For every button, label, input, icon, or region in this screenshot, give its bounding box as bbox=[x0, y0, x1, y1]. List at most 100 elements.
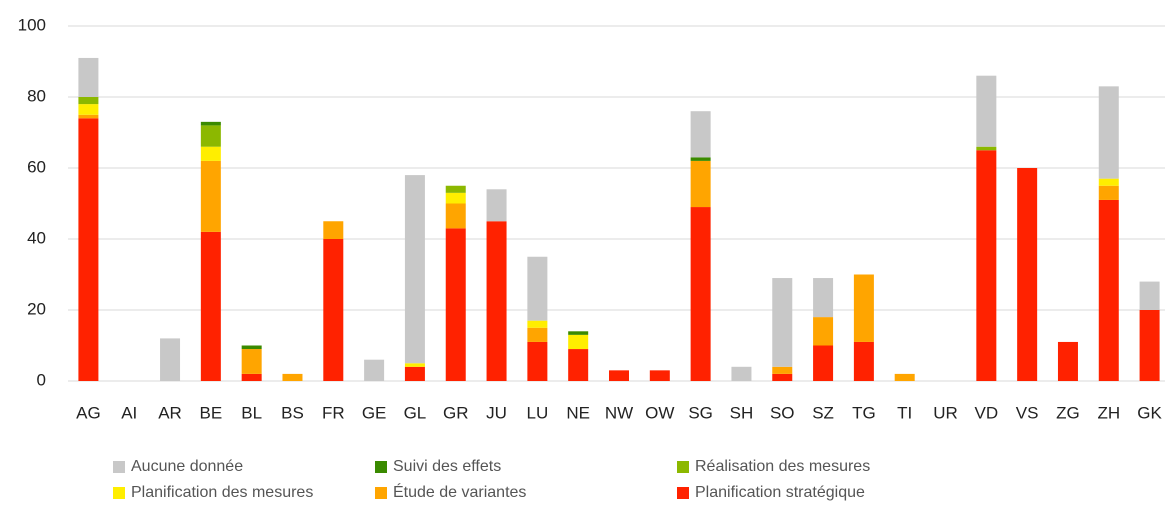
bar-segment bbox=[976, 146, 997, 151]
bar-segment bbox=[853, 274, 874, 342]
legend-label: Aucune donnée bbox=[131, 458, 243, 475]
bar-segment bbox=[976, 150, 997, 381]
x-tick-label: AG bbox=[76, 403, 101, 422]
x-tick-label: GR bbox=[443, 403, 469, 422]
bar-segment bbox=[241, 345, 262, 350]
bar-segment bbox=[323, 239, 344, 381]
bar-segment bbox=[527, 256, 548, 321]
bar-segment bbox=[772, 278, 793, 367]
x-tick-label: VD bbox=[975, 403, 999, 422]
bar-segment bbox=[1098, 86, 1119, 179]
y-tick-label: 80 bbox=[27, 86, 46, 105]
x-tick-label: FR bbox=[322, 403, 345, 422]
bar-segment bbox=[241, 373, 262, 381]
bar-segment bbox=[527, 327, 548, 342]
bar-segment bbox=[853, 341, 874, 381]
bar-segment bbox=[568, 331, 589, 335]
y-tick-label: 100 bbox=[18, 15, 46, 34]
x-tick-label: GL bbox=[404, 403, 427, 422]
bar-segment bbox=[690, 111, 711, 158]
legend-label: Réalisation des mesures bbox=[695, 458, 870, 475]
bar-segment bbox=[160, 338, 181, 381]
bar-segment bbox=[1139, 281, 1160, 310]
bar-segment bbox=[649, 370, 670, 381]
x-tick-label: NW bbox=[605, 403, 633, 422]
x-tick-label: ZG bbox=[1056, 403, 1080, 422]
bar-segment bbox=[772, 366, 793, 374]
bar-segment bbox=[894, 373, 915, 381]
legend-swatch bbox=[677, 461, 689, 473]
bar-segment bbox=[1017, 168, 1038, 381]
bar-segment bbox=[200, 146, 221, 161]
bar-segment bbox=[609, 370, 629, 381]
bar-segment bbox=[731, 366, 752, 381]
bar-segment bbox=[690, 160, 711, 208]
bar-segment bbox=[445, 185, 466, 193]
bar-segment bbox=[200, 125, 221, 147]
bar-segment bbox=[1139, 310, 1160, 381]
bar-segment bbox=[1098, 178, 1119, 186]
y-tick-label: 20 bbox=[27, 299, 46, 318]
bar-segment bbox=[772, 373, 793, 381]
bar-segment bbox=[78, 57, 99, 97]
x-tick-label: SO bbox=[770, 403, 795, 422]
x-tick-label: JU bbox=[486, 403, 507, 422]
bar-segment bbox=[282, 373, 303, 381]
bar-segment bbox=[690, 207, 711, 381]
bar-segment bbox=[200, 121, 221, 126]
bar-segment bbox=[404, 175, 425, 364]
x-tick-label: VS bbox=[1016, 403, 1039, 422]
bar-segment bbox=[568, 334, 589, 350]
x-tick-label: ZH bbox=[1097, 403, 1120, 422]
x-tick-label: BS bbox=[281, 403, 304, 422]
bar-segment bbox=[1098, 185, 1119, 200]
x-tick-label: SH bbox=[730, 403, 754, 422]
legend-swatch bbox=[375, 461, 387, 473]
x-tick-label: SZ bbox=[812, 403, 834, 422]
bar-segment bbox=[404, 363, 425, 367]
legend-label: Planification stratégique bbox=[695, 484, 865, 501]
bar-segment bbox=[445, 192, 466, 204]
bar-segment bbox=[445, 203, 466, 229]
bar-segment bbox=[976, 75, 997, 147]
bar-segment bbox=[1098, 199, 1119, 381]
bar-segment bbox=[78, 97, 99, 105]
x-tick-label: UR bbox=[933, 403, 958, 422]
bar-segment bbox=[527, 341, 548, 381]
bar-segment bbox=[78, 118, 99, 382]
bar-segment bbox=[364, 359, 385, 381]
x-tick-label: NE bbox=[566, 403, 590, 422]
x-tick-label: BE bbox=[200, 403, 223, 422]
y-tick-label: 40 bbox=[27, 228, 46, 247]
legend-label: Suivi des effets bbox=[393, 458, 501, 475]
bar-segment bbox=[568, 349, 589, 381]
x-tick-label: AI bbox=[121, 403, 137, 422]
bar-segment bbox=[200, 160, 221, 232]
x-tick-label: TI bbox=[897, 403, 912, 422]
x-tick-label: AR bbox=[158, 403, 182, 422]
x-tick-label: BL bbox=[241, 403, 262, 422]
legend-swatch bbox=[113, 461, 125, 473]
bar-segment bbox=[78, 114, 99, 119]
bar-segment bbox=[813, 278, 834, 318]
y-tick-label: 60 bbox=[27, 157, 46, 176]
bar-segment bbox=[78, 104, 99, 115]
bar-segment bbox=[200, 231, 221, 381]
bar-segment bbox=[813, 345, 834, 381]
bar-segment bbox=[323, 221, 344, 239]
legend-swatch bbox=[113, 487, 125, 499]
x-tick-label: TG bbox=[852, 403, 876, 422]
bar-segment bbox=[486, 221, 507, 381]
x-tick-label: LU bbox=[527, 403, 549, 422]
legend-label: Étude de variantes bbox=[393, 482, 526, 501]
legend-swatch bbox=[677, 487, 689, 499]
bar-segment bbox=[241, 349, 262, 374]
bar-segment bbox=[1057, 341, 1078, 381]
bar-segment bbox=[404, 366, 425, 381]
y-tick-label: 0 bbox=[37, 370, 46, 389]
bar-segment bbox=[527, 320, 548, 328]
bar-segment bbox=[690, 157, 711, 161]
bar-segment bbox=[486, 189, 507, 222]
x-tick-label: SG bbox=[688, 403, 713, 422]
